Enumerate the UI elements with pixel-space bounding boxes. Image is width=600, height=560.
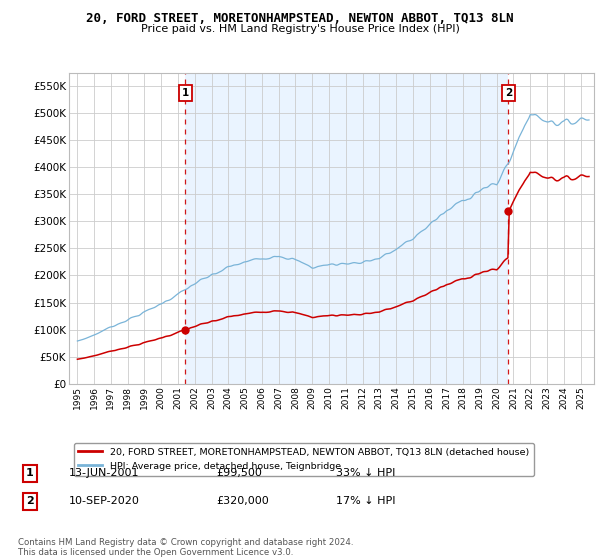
Bar bbox=[185, 73, 508, 384]
Text: 1: 1 bbox=[26, 468, 34, 478]
Text: £99,500: £99,500 bbox=[216, 468, 262, 478]
Text: 17% ↓ HPI: 17% ↓ HPI bbox=[336, 496, 395, 506]
Text: 2: 2 bbox=[26, 496, 34, 506]
Text: 33% ↓ HPI: 33% ↓ HPI bbox=[336, 468, 395, 478]
Text: Price paid vs. HM Land Registry's House Price Index (HPI): Price paid vs. HM Land Registry's House … bbox=[140, 24, 460, 34]
Text: Contains HM Land Registry data © Crown copyright and database right 2024.
This d: Contains HM Land Registry data © Crown c… bbox=[18, 538, 353, 557]
Text: 20, FORD STREET, MORETONHAMPSTEAD, NEWTON ABBOT, TQ13 8LN: 20, FORD STREET, MORETONHAMPSTEAD, NEWTO… bbox=[86, 12, 514, 25]
Text: £320,000: £320,000 bbox=[216, 496, 269, 506]
Text: 2: 2 bbox=[505, 88, 512, 98]
Text: 13-JUN-2001: 13-JUN-2001 bbox=[69, 468, 139, 478]
Text: 1: 1 bbox=[182, 88, 189, 98]
Legend: 20, FORD STREET, MORETONHAMPSTEAD, NEWTON ABBOT, TQ13 8LN (detached house), HPI:: 20, FORD STREET, MORETONHAMPSTEAD, NEWTO… bbox=[74, 443, 533, 476]
Text: 10-SEP-2020: 10-SEP-2020 bbox=[69, 496, 140, 506]
